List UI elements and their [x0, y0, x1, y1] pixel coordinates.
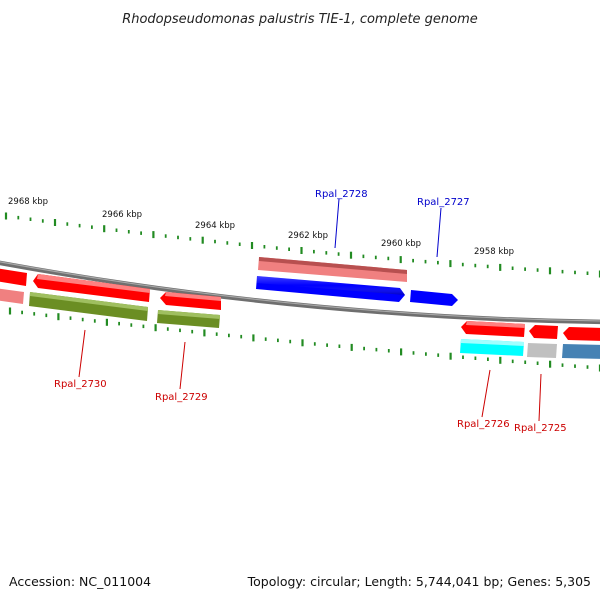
gene-Rpal_2725-sub[interactable]: [527, 343, 557, 358]
scale-label-2968: 2968 kbp: [8, 197, 48, 207]
gene-Rpal_2729-sub-edge: [158, 310, 220, 319]
gene-Rpal_2727[interactable]: [410, 290, 458, 306]
gene-Rpal_2730-sub-edge: [30, 292, 148, 311]
gene-callouts: [78, 198, 542, 422]
gene-label-Rpal_2727[interactable]: Rpal_2727: [417, 197, 470, 208]
gene-Rpal_2728-shade: [256, 276, 405, 295]
scale-label-2964: 2964 kbp: [195, 221, 235, 231]
gene-label-Rpal_2725[interactable]: Rpal_2725: [514, 423, 567, 434]
gene-Rpal_2729-edge: [165, 292, 221, 301]
callout-line-Rpal_2725: [538, 373, 542, 422]
callout-line-Rpal_2728: [334, 198, 340, 249]
gene-left-edge[interactable]: [0, 268, 27, 286]
gene-label-Rpal_2730[interactable]: Rpal_2730: [54, 379, 107, 390]
gene-Rpal_2726-sub-edge: [461, 339, 524, 346]
gene-Rpal_2726-edge: [466, 321, 525, 328]
callout-line-Rpal_2730: [78, 329, 86, 378]
forward-strand-genes: [256, 257, 458, 306]
gene-right-edge[interactable]: [563, 327, 600, 341]
topology-text: Topology: circular; Length: 5,744,041 bp…: [247, 574, 591, 589]
gene-Rpal_2730-edge: [37, 274, 150, 293]
accession-text: Accession: NC_011004: [9, 574, 151, 589]
scale-label-2962: 2962 kbp: [288, 231, 328, 241]
callout-line-Rpal_2727: [436, 207, 442, 258]
gene-label-Rpal_2729[interactable]: Rpal_2729: [155, 392, 208, 403]
scale-label-2958: 2958 kbp: [474, 247, 514, 257]
gene-left-edge-sub[interactable]: [0, 288, 24, 304]
reverse-strand-genes: [0, 268, 600, 359]
lower-tick-track: [8, 307, 600, 372]
callout-line-Rpal_2726: [481, 369, 491, 418]
gene-label-Rpal_2728[interactable]: Rpal_2728: [315, 189, 368, 200]
upper-tick-track: [4, 212, 600, 278]
gene-right-edge-sub[interactable]: [562, 344, 600, 359]
gene-Rpal_2725[interactable]: [529, 325, 558, 339]
gene-label-Rpal_2726[interactable]: Rpal_2726: [457, 419, 510, 430]
callout-line-Rpal_2729: [179, 341, 186, 390]
scale-labels: 2968 kbp 2966 kbp 2964 kbp 2962 kbp 2960…: [8, 197, 514, 257]
genome-backbone: [0, 260, 600, 325]
genome-backbone-highlight: [0, 261, 600, 322]
scale-label-2966: 2966 kbp: [102, 210, 142, 220]
gene-labels: Rpal_2728 Rpal_2727 Rpal_2730 Rpal_2729 …: [54, 189, 567, 434]
scale-label-2960: 2960 kbp: [381, 239, 421, 249]
map-title: Rhodopseudomonas palustris TIE-1, comple…: [122, 12, 478, 27]
gene-Rpal_2728-sub-edge: [259, 257, 407, 274]
